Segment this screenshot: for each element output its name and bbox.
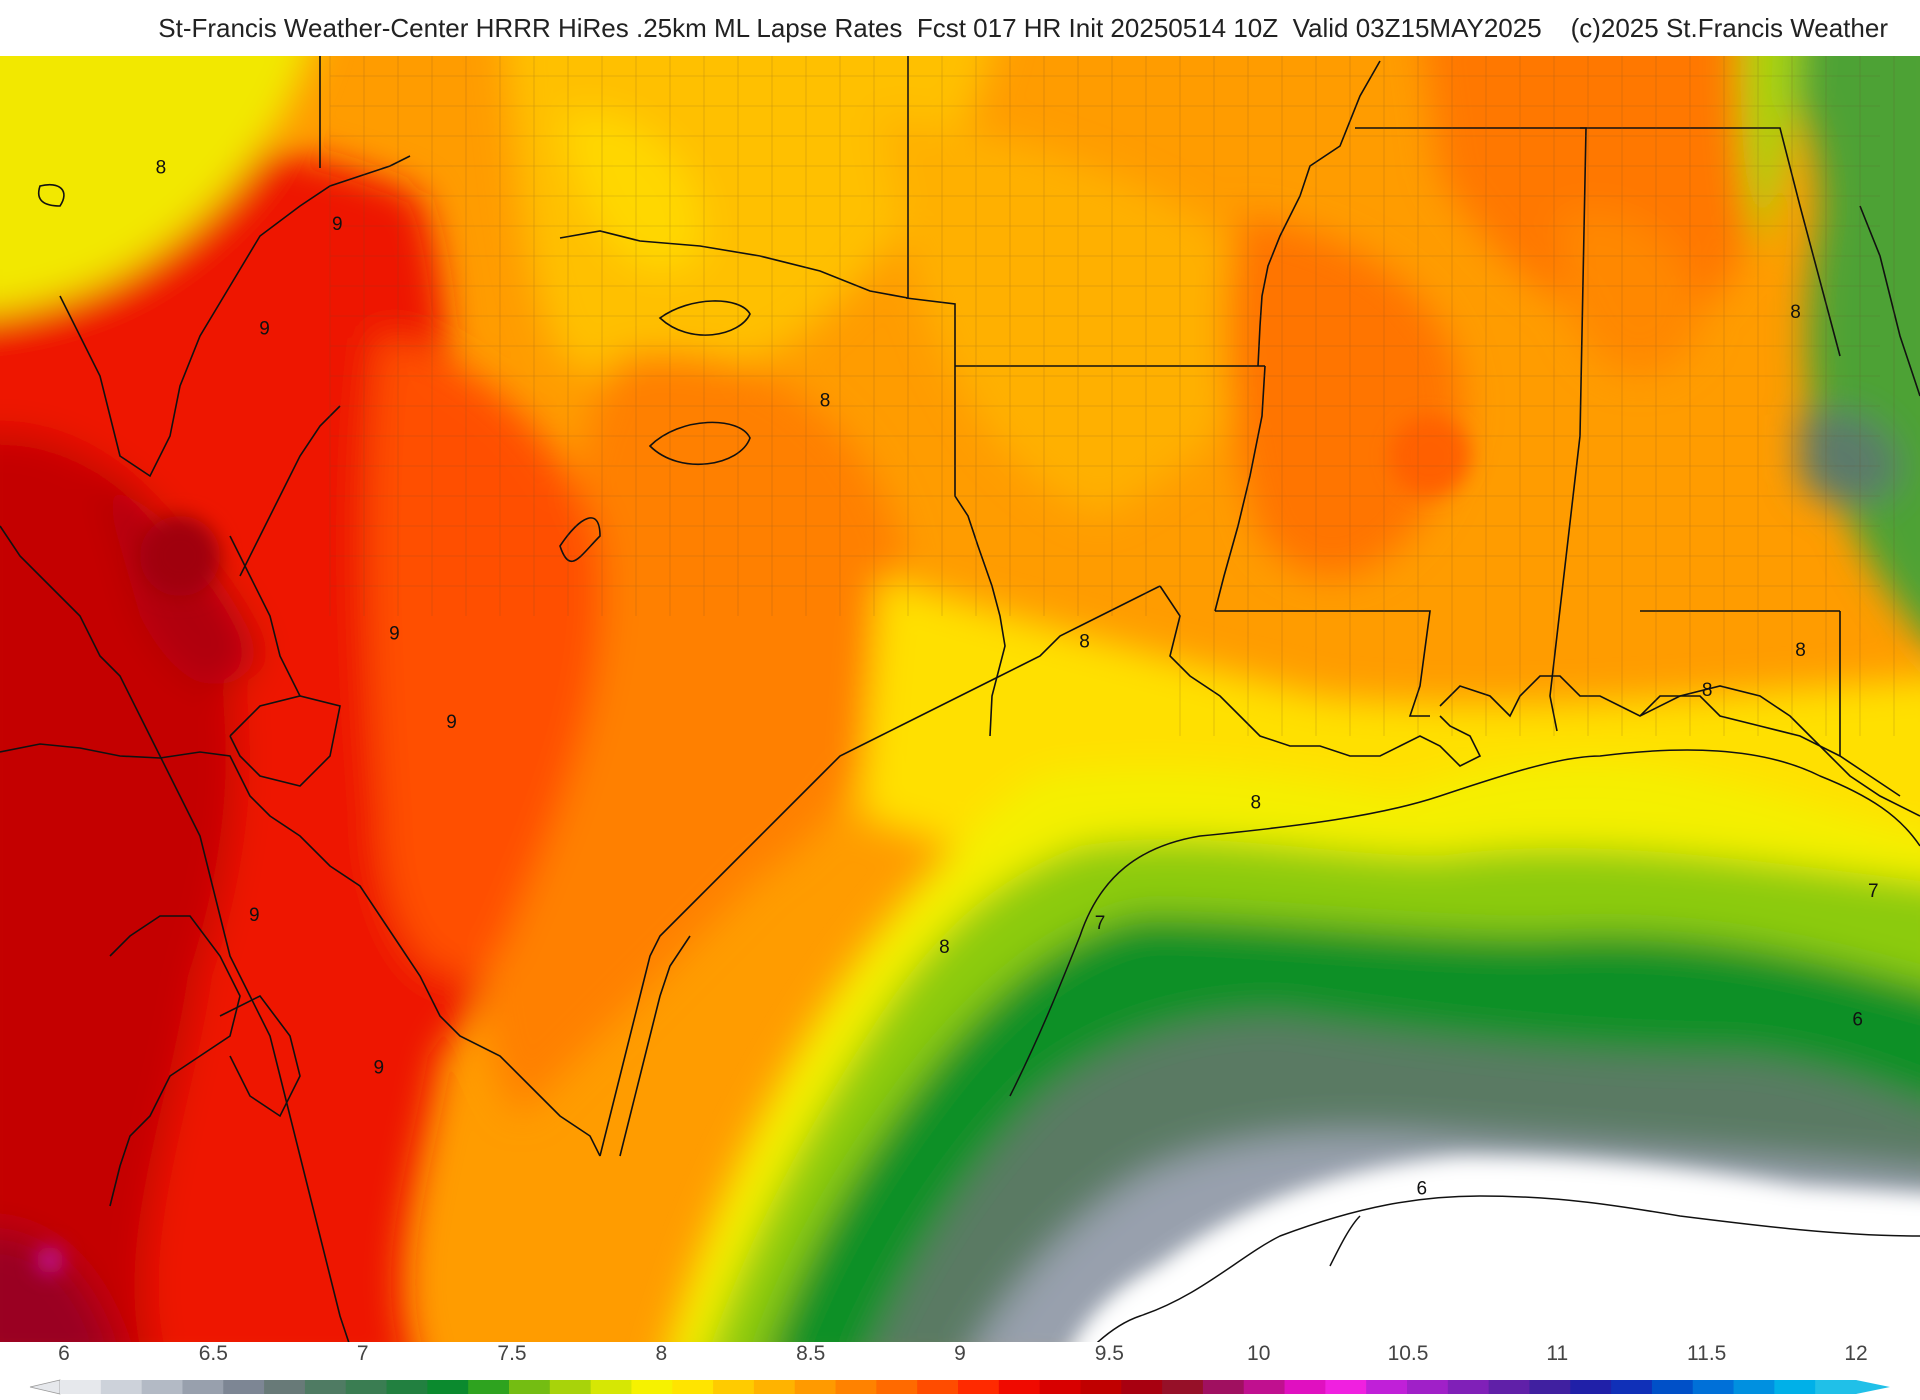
colorbar-swatch bbox=[713, 1380, 755, 1394]
colorbar-swatch bbox=[1774, 1380, 1816, 1394]
colorbar-swatch bbox=[631, 1380, 673, 1394]
contour-label: 9 bbox=[332, 214, 343, 235]
contour-label: 7 bbox=[1868, 881, 1879, 902]
colorbar-swatch bbox=[1325, 1380, 1367, 1394]
colorbar: 6 6.5 7 7.5 8 8.5 9 9.5 10 10.5 11 11.5 12 bbox=[29, 1342, 1890, 1395]
contour-label-layer: 8 9 9 8 9 9 9 9 8 8 8 7 7 6 6 8 8 8 bbox=[156, 158, 1879, 1200]
colorbar-tick-label: 8 bbox=[655, 1342, 667, 1365]
contour-label: 8 bbox=[1251, 793, 1262, 814]
county-lines bbox=[329, 56, 1895, 736]
contour-lines bbox=[1009, 749, 1920, 1342]
colorbar-swatch bbox=[835, 1380, 877, 1394]
contour-label: 8 bbox=[1079, 632, 1090, 653]
colorbar-tick-label: 6 bbox=[58, 1342, 70, 1365]
colorbar-swatch bbox=[1651, 1380, 1694, 1394]
colorbar-swatch bbox=[549, 1380, 592, 1394]
contour-label: 9 bbox=[259, 318, 270, 339]
colorbar-swatch bbox=[1162, 1380, 1204, 1394]
contour-label: 9 bbox=[389, 624, 400, 645]
colorbar-swatch bbox=[1570, 1380, 1612, 1394]
colorbar-cap-right bbox=[1856, 1380, 1890, 1394]
map-title: St-Francis Weather-Center HRRR HiRes .25… bbox=[158, 12, 1888, 43]
colorbar-swatch bbox=[1039, 1380, 1081, 1394]
colorbar-swatch bbox=[60, 1380, 102, 1394]
colorbar-swatch bbox=[672, 1380, 714, 1394]
colorbar-swatch bbox=[1529, 1380, 1571, 1394]
colorbar-tick-label: 11 bbox=[1546, 1342, 1568, 1365]
colorbar-tick-label: 8.5 bbox=[796, 1342, 825, 1365]
contour-label: 9 bbox=[374, 1058, 385, 1079]
colorbar-swatch bbox=[1407, 1380, 1449, 1394]
colorbar-tick-label: 7.5 bbox=[497, 1342, 526, 1365]
colorbar-swatch bbox=[1733, 1380, 1775, 1394]
contour-label: 9 bbox=[249, 905, 260, 926]
colorbar-tick-label: 10.5 bbox=[1388, 1342, 1429, 1365]
contour-label: 9 bbox=[446, 712, 457, 733]
colorbar-swatch bbox=[794, 1380, 837, 1394]
colorbar-swatch bbox=[753, 1380, 796, 1394]
colorbar-swatch bbox=[1447, 1380, 1490, 1394]
colorbar-tick-label: 11.5 bbox=[1687, 1342, 1726, 1365]
colorbar-tick-label: 9.5 bbox=[1095, 1342, 1124, 1365]
colorbar-swatch bbox=[509, 1380, 551, 1394]
colorbar-swatch bbox=[386, 1380, 428, 1394]
contour-label: 8 bbox=[939, 937, 950, 958]
colorbar-swatch bbox=[1243, 1380, 1286, 1394]
colorbar-tick-label: 10 bbox=[1247, 1342, 1270, 1365]
colorbar-swatch bbox=[468, 1380, 510, 1394]
contour-label: 8 bbox=[156, 158, 167, 179]
colorbar-tick-label: 7 bbox=[357, 1342, 369, 1365]
contour-label: 7 bbox=[1095, 913, 1106, 934]
contour-label: 8 bbox=[1790, 302, 1801, 323]
colorbar-swatch bbox=[998, 1380, 1041, 1394]
contour-label: 8 bbox=[820, 391, 831, 412]
colorbar-swatch bbox=[1692, 1380, 1735, 1394]
colorbar-swatch bbox=[1366, 1380, 1408, 1394]
colorbar-swatch bbox=[345, 1380, 388, 1394]
colorbar-cap-left bbox=[29, 1379, 61, 1395]
colorbar-tick-label: 9 bbox=[954, 1342, 966, 1365]
contour-label: 8 bbox=[1795, 640, 1806, 661]
colorbar-swatch bbox=[223, 1380, 265, 1394]
colorbar-swatch bbox=[264, 1380, 306, 1394]
state-and-country-borders bbox=[0, 56, 1920, 1342]
colorbar-swatch bbox=[1611, 1380, 1653, 1394]
colorbar-swatch bbox=[182, 1380, 224, 1394]
colorbar-swatch bbox=[1488, 1380, 1530, 1394]
colorbar-swatch bbox=[100, 1380, 143, 1394]
colorbar-tick-label: 12 bbox=[1844, 1342, 1867, 1365]
colorbar-swatch bbox=[958, 1380, 1000, 1394]
colorbar-swatch bbox=[876, 1380, 918, 1394]
contour-label: 8 bbox=[1702, 680, 1713, 701]
colorbar-tick-label: 6.5 bbox=[199, 1342, 228, 1365]
colorbar-swatch bbox=[427, 1380, 469, 1394]
colorbar-swatch bbox=[1284, 1380, 1326, 1394]
colorbar-swatch bbox=[1121, 1380, 1163, 1394]
colorbar-swatch bbox=[141, 1380, 183, 1394]
colorbar-swatch bbox=[1202, 1380, 1245, 1394]
colorbar-swatch bbox=[917, 1380, 959, 1394]
shaded-field bbox=[0, 56, 1920, 1342]
lapse-rate-map: 8 9 9 8 9 9 9 9 8 8 8 7 7 6 6 8 8 8 bbox=[0, 56, 1920, 1342]
colorbar-swatch bbox=[1815, 1380, 1857, 1394]
contour-label: 6 bbox=[1852, 1010, 1863, 1031]
colorbar-swatch bbox=[304, 1380, 347, 1394]
colorbar-swatch bbox=[590, 1380, 632, 1394]
contour-label: 6 bbox=[1417, 1178, 1428, 1199]
colorbar-swatch bbox=[1080, 1380, 1122, 1394]
